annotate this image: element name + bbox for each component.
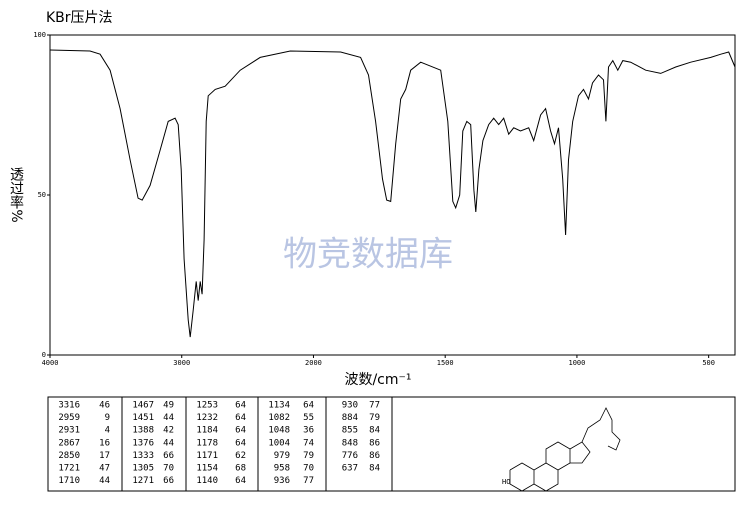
table-transmittance: 64 bbox=[235, 401, 246, 411]
y-tick-label: 0 bbox=[42, 351, 46, 359]
table-wavenumber: 1154 bbox=[196, 464, 218, 474]
table-wavenumber: 2850 bbox=[58, 451, 80, 461]
table-transmittance: 74 bbox=[303, 438, 314, 448]
plot-frame bbox=[49, 34, 736, 356]
table-wavenumber: 1721 bbox=[58, 464, 80, 474]
table-transmittance: 55 bbox=[303, 413, 314, 423]
table-transmittance: 84 bbox=[369, 426, 380, 436]
table-transmittance: 47 bbox=[99, 464, 110, 474]
table-wavenumber: 1140 bbox=[196, 476, 218, 486]
table-wavenumber: 1710 bbox=[58, 476, 80, 486]
table-wavenumber: 848 bbox=[342, 438, 358, 448]
side-chain bbox=[581, 407, 621, 451]
table-transmittance: 4 bbox=[105, 426, 110, 436]
table-wavenumber: 2867 bbox=[58, 438, 80, 448]
x-tick-label: 4000 bbox=[42, 359, 59, 367]
table-transmittance: 64 bbox=[303, 401, 314, 411]
x-tick-label: 1500 bbox=[437, 359, 454, 367]
table-transmittance: 9 bbox=[105, 413, 110, 423]
table-wavenumber: 637 bbox=[342, 464, 358, 474]
table-transmittance: 64 bbox=[235, 476, 246, 486]
x-tick-label: 2000 bbox=[305, 359, 322, 367]
table-wavenumber: 1082 bbox=[268, 413, 290, 423]
table-transmittance: 70 bbox=[303, 464, 314, 474]
table-wavenumber: 1451 bbox=[132, 413, 154, 423]
table-transmittance: 44 bbox=[163, 438, 174, 448]
table-wavenumber: 936 bbox=[274, 476, 290, 486]
ring bbox=[569, 441, 591, 464]
table-transmittance: 44 bbox=[99, 476, 110, 486]
y-tick-label: 50 bbox=[38, 191, 46, 199]
watermark: 物竞数据库 bbox=[283, 235, 453, 275]
table-wavenumber: 884 bbox=[342, 413, 358, 423]
table-wavenumber: 855 bbox=[342, 426, 358, 436]
table-wavenumber: 1171 bbox=[196, 451, 218, 461]
table-transmittance: 77 bbox=[303, 476, 314, 486]
y-tick-label: 100 bbox=[33, 31, 46, 39]
table-wavenumber: 1376 bbox=[132, 438, 154, 448]
table-wavenumber: 3316 bbox=[58, 401, 80, 411]
x-tick-label: 1000 bbox=[568, 359, 585, 367]
table-transmittance: 79 bbox=[369, 413, 380, 423]
chart-title: KBr压片法 bbox=[46, 10, 113, 26]
table-wavenumber: 2931 bbox=[58, 426, 80, 436]
table-wavenumber: 979 bbox=[274, 451, 290, 461]
y-axis-label: 透过率% bbox=[8, 167, 24, 222]
x-tick-label: 500 bbox=[702, 359, 715, 367]
table-transmittance: 44 bbox=[163, 413, 174, 423]
table-wavenumber: 1232 bbox=[196, 413, 218, 423]
table-wavenumber: 1184 bbox=[196, 426, 218, 436]
table-transmittance: 86 bbox=[369, 438, 380, 448]
table-wavenumber: 2959 bbox=[58, 413, 80, 423]
table-transmittance: 66 bbox=[163, 451, 174, 461]
table-wavenumber: 1467 bbox=[132, 401, 154, 411]
table-transmittance: 66 bbox=[163, 476, 174, 486]
table-transmittance: 42 bbox=[163, 426, 174, 436]
structure bbox=[509, 407, 621, 492]
table-wavenumber: 1004 bbox=[268, 438, 290, 448]
table-transmittance: 64 bbox=[235, 438, 246, 448]
table-transmittance: 70 bbox=[163, 464, 174, 474]
ring bbox=[533, 462, 559, 492]
table-transmittance: 79 bbox=[303, 451, 314, 461]
table-transmittance: 68 bbox=[235, 464, 246, 474]
table-transmittance: 64 bbox=[235, 426, 246, 436]
table-transmittance: 64 bbox=[235, 413, 246, 423]
table-transmittance: 46 bbox=[99, 401, 110, 411]
spectrum-line bbox=[49, 49, 736, 338]
table-transmittance: 62 bbox=[235, 451, 246, 461]
x-axis-label: 波数/cm⁻¹ bbox=[344, 372, 411, 388]
table-wavenumber: 1271 bbox=[132, 476, 154, 486]
table-wavenumber: 1388 bbox=[132, 426, 154, 436]
table-transmittance: 77 bbox=[369, 401, 380, 411]
table-wavenumber: 1253 bbox=[196, 401, 218, 411]
table-wavenumber: 1178 bbox=[196, 438, 218, 448]
table-transmittance: 86 bbox=[369, 451, 380, 461]
ring bbox=[509, 462, 535, 492]
table-transmittance: 36 bbox=[303, 426, 314, 436]
x-tick-label: 3000 bbox=[173, 359, 190, 367]
ring bbox=[545, 441, 571, 471]
table-wavenumber: 1333 bbox=[132, 451, 154, 461]
table-transmittance: 49 bbox=[163, 401, 174, 411]
table-wavenumber: 1134 bbox=[268, 401, 290, 411]
table-wavenumber: 930 bbox=[342, 401, 358, 411]
table-wavenumber: 958 bbox=[274, 464, 290, 474]
table-transmittance: 16 bbox=[99, 438, 110, 448]
table-wavenumber: 776 bbox=[342, 451, 358, 461]
table-transmittance: 17 bbox=[99, 451, 110, 461]
table-wavenumber: 1305 bbox=[132, 464, 154, 474]
structure-label: HO bbox=[502, 478, 510, 486]
table-transmittance: 84 bbox=[369, 464, 380, 474]
table-wavenumber: 1048 bbox=[268, 426, 290, 436]
